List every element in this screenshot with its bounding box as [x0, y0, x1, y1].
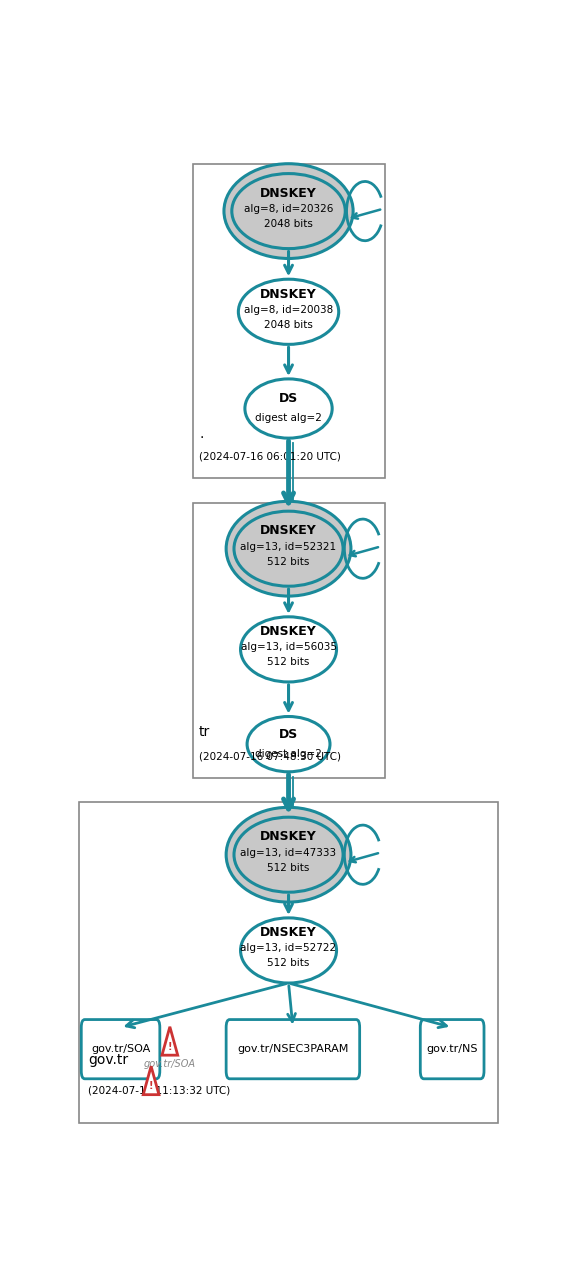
FancyBboxPatch shape — [226, 1019, 360, 1078]
Text: alg=13, id=52321: alg=13, id=52321 — [240, 542, 337, 551]
Text: 2048 bits: 2048 bits — [264, 219, 313, 229]
Text: 512 bits: 512 bits — [267, 863, 310, 873]
Ellipse shape — [240, 918, 337, 983]
Ellipse shape — [238, 279, 339, 345]
Text: alg=8, id=20038: alg=8, id=20038 — [244, 305, 333, 315]
Text: 2048 bits: 2048 bits — [264, 319, 313, 329]
FancyBboxPatch shape — [79, 803, 498, 1123]
Text: alg=13, id=52722: alg=13, id=52722 — [240, 944, 337, 954]
Text: .: . — [199, 427, 203, 441]
Text: (2024-07-16 06:01:20 UTC): (2024-07-16 06:01:20 UTC) — [199, 451, 341, 462]
Text: DNSKEY: DNSKEY — [260, 626, 317, 638]
Text: DS: DS — [279, 728, 298, 741]
Ellipse shape — [234, 817, 343, 892]
Text: gov.tr/NSEC3PARAM: gov.tr/NSEC3PARAM — [237, 1044, 348, 1054]
Text: digest alg=2: digest alg=2 — [255, 749, 322, 759]
Ellipse shape — [240, 617, 337, 682]
Polygon shape — [162, 1027, 178, 1055]
Text: alg=8, id=20326: alg=8, id=20326 — [244, 204, 333, 214]
Text: !: ! — [168, 1042, 172, 1051]
FancyBboxPatch shape — [193, 164, 385, 478]
Text: DNSKEY: DNSKEY — [260, 287, 317, 300]
Text: DS: DS — [279, 392, 298, 405]
Text: !: ! — [149, 1081, 153, 1091]
Text: (2024-07-16 07:48:30 UTC): (2024-07-16 07:48:30 UTC) — [199, 753, 341, 762]
Text: (2024-07-16 11:13:32 UTC): (2024-07-16 11:13:32 UTC) — [88, 1086, 230, 1096]
FancyBboxPatch shape — [81, 1019, 160, 1078]
Text: DNSKEY: DNSKEY — [260, 524, 317, 537]
Text: gov.tr/SOA: gov.tr/SOA — [91, 1044, 150, 1054]
Ellipse shape — [226, 808, 351, 903]
Text: gov.tr/NS: gov.tr/NS — [426, 1044, 478, 1054]
Text: digest alg=2: digest alg=2 — [255, 413, 322, 423]
Text: DNSKEY: DNSKEY — [260, 831, 317, 844]
Text: alg=13, id=47333: alg=13, id=47333 — [240, 847, 337, 858]
Ellipse shape — [245, 379, 332, 438]
FancyBboxPatch shape — [193, 504, 385, 778]
Text: alg=13, id=56035: alg=13, id=56035 — [240, 642, 337, 653]
Text: 512 bits: 512 bits — [267, 556, 310, 567]
Text: DNSKEY: DNSKEY — [260, 187, 317, 200]
Text: gov.tr: gov.tr — [88, 1053, 128, 1067]
Ellipse shape — [232, 173, 345, 249]
Text: DNSKEY: DNSKEY — [260, 926, 317, 940]
Text: 512 bits: 512 bits — [267, 958, 310, 968]
Ellipse shape — [247, 717, 330, 772]
Ellipse shape — [224, 164, 353, 259]
Text: tr: tr — [199, 726, 211, 740]
Polygon shape — [143, 1067, 159, 1095]
Ellipse shape — [226, 501, 351, 596]
FancyBboxPatch shape — [421, 1019, 484, 1078]
Ellipse shape — [234, 512, 343, 586]
Text: 512 bits: 512 bits — [267, 658, 310, 667]
Text: gov.tr/SOA: gov.tr/SOA — [144, 1059, 196, 1069]
